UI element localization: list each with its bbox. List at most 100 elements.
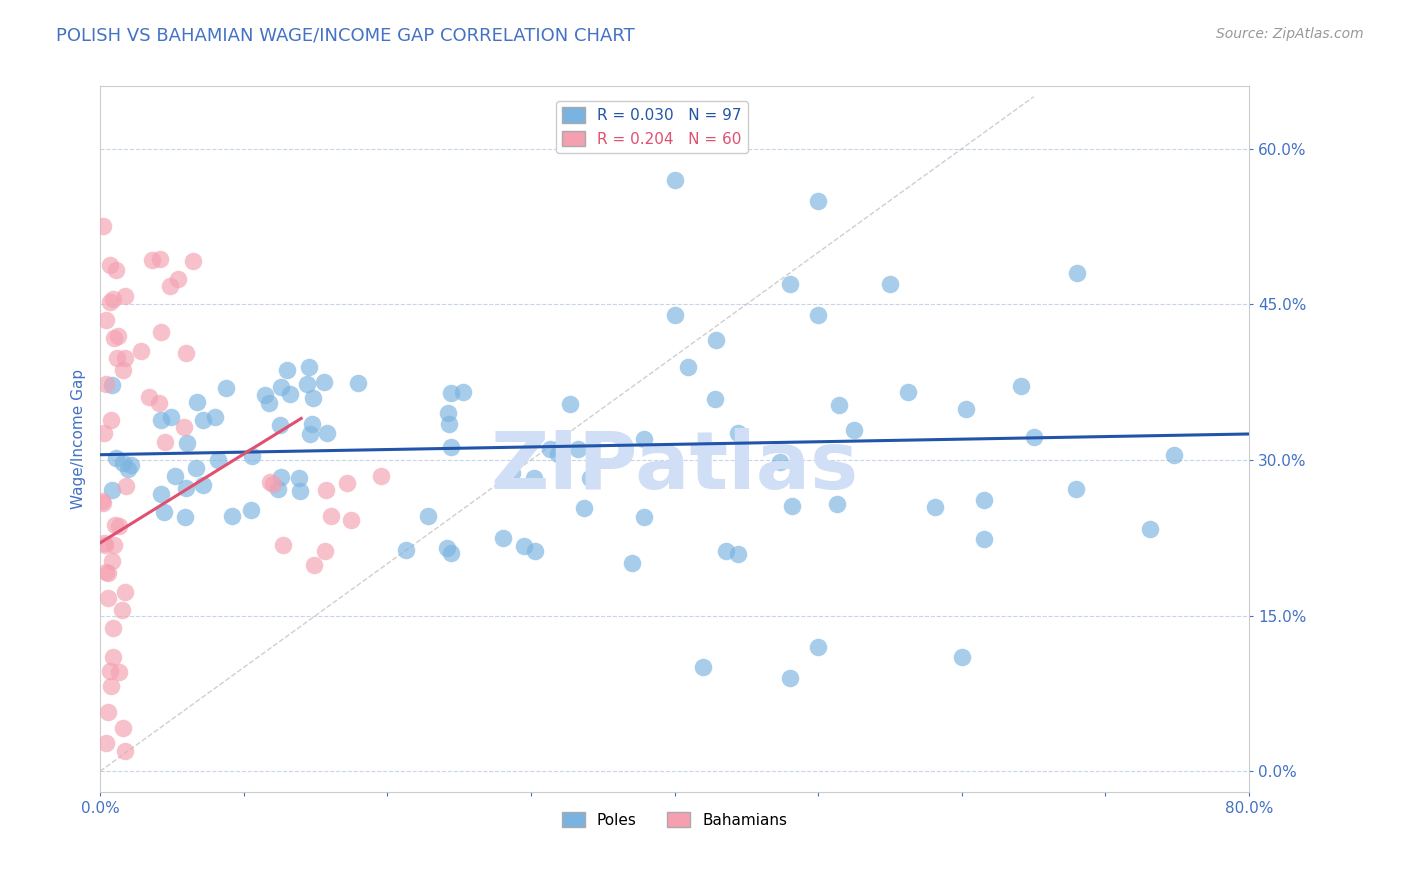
Bahamians [98, 295, 121, 310]
Poles [924, 500, 946, 514]
Poles [620, 556, 643, 570]
Bahamians [101, 650, 124, 665]
Poles [207, 453, 229, 467]
Poles [779, 671, 801, 685]
Poles [288, 471, 311, 485]
Poles [579, 471, 602, 485]
Bahamians [100, 413, 122, 427]
Poles [716, 544, 738, 558]
Poles [451, 385, 474, 400]
Poles [492, 531, 515, 545]
Bahamians [114, 585, 136, 599]
Bahamians [97, 566, 120, 581]
Poles [807, 308, 830, 322]
Poles [807, 194, 830, 208]
Bahamians [112, 721, 135, 735]
Bahamians [91, 494, 114, 508]
Poles [100, 378, 122, 392]
Poles [315, 425, 337, 440]
Bahamians [93, 535, 115, 549]
Poles [276, 362, 298, 376]
Poles [842, 423, 865, 437]
Bahamians [131, 344, 153, 359]
Poles [879, 277, 901, 291]
Poles [828, 397, 851, 411]
Poles [1163, 448, 1185, 462]
Poles [176, 435, 198, 450]
Poles [727, 548, 749, 562]
Poles [547, 447, 569, 461]
Poles [807, 640, 830, 654]
Bahamians [94, 376, 117, 391]
Bahamians [173, 419, 195, 434]
Bahamians [304, 558, 326, 572]
Poles [678, 360, 700, 375]
Bahamians [149, 252, 172, 266]
Poles [704, 333, 727, 347]
Text: Source: ZipAtlas.com: Source: ZipAtlas.com [1216, 27, 1364, 41]
Bahamians [114, 479, 136, 493]
Poles [270, 469, 292, 483]
Bahamians [114, 289, 136, 303]
Poles [1010, 379, 1032, 393]
Poles [101, 483, 124, 497]
Poles [105, 451, 128, 466]
Bahamians [159, 279, 181, 293]
Bahamians [107, 328, 129, 343]
Bahamians [183, 253, 205, 268]
Poles [120, 458, 142, 472]
Poles [897, 384, 920, 399]
Bahamians [103, 331, 125, 345]
Poles [1139, 522, 1161, 536]
Poles [501, 466, 523, 480]
Bahamians [150, 325, 173, 339]
Poles [239, 503, 262, 517]
Bahamians [94, 312, 117, 326]
Bahamians [336, 475, 359, 490]
Poles [191, 477, 214, 491]
Poles [152, 505, 174, 519]
Poles [567, 442, 589, 456]
Poles [186, 395, 208, 409]
Poles [973, 533, 995, 547]
Poles [297, 377, 319, 392]
Bahamians [108, 518, 131, 533]
Poles [270, 380, 292, 394]
Text: ZIPatlas: ZIPatlas [491, 428, 859, 507]
Poles [191, 413, 214, 427]
Poles [572, 501, 595, 516]
Bahamians [105, 262, 128, 277]
Bahamians [97, 591, 120, 606]
Poles [253, 388, 276, 402]
Poles [150, 413, 173, 427]
Poles [174, 510, 197, 524]
Bahamians [141, 252, 163, 267]
Poles [112, 457, 135, 471]
Bahamians [259, 475, 281, 489]
Bahamians [340, 513, 363, 527]
Poles [523, 471, 546, 485]
Poles [440, 386, 463, 401]
Poles [174, 482, 197, 496]
Bahamians [370, 468, 392, 483]
Poles [1064, 482, 1087, 496]
Poles [440, 546, 463, 560]
Poles [240, 449, 263, 463]
Bahamians [98, 665, 121, 679]
Bahamians [262, 477, 284, 491]
Bahamians [273, 538, 295, 552]
Poles [973, 492, 995, 507]
Poles [395, 543, 418, 558]
Poles [955, 402, 977, 417]
Poles [633, 510, 655, 524]
Poles [160, 409, 183, 424]
Poles [558, 397, 581, 411]
Bahamians [138, 390, 160, 404]
Poles [664, 173, 686, 187]
Poles [221, 508, 243, 523]
Bahamians [100, 554, 122, 568]
Poles [1066, 266, 1088, 280]
Poles [347, 376, 370, 391]
Bahamians [104, 517, 127, 532]
Y-axis label: Wage/Income Gap: Wage/Income Gap [72, 369, 86, 509]
